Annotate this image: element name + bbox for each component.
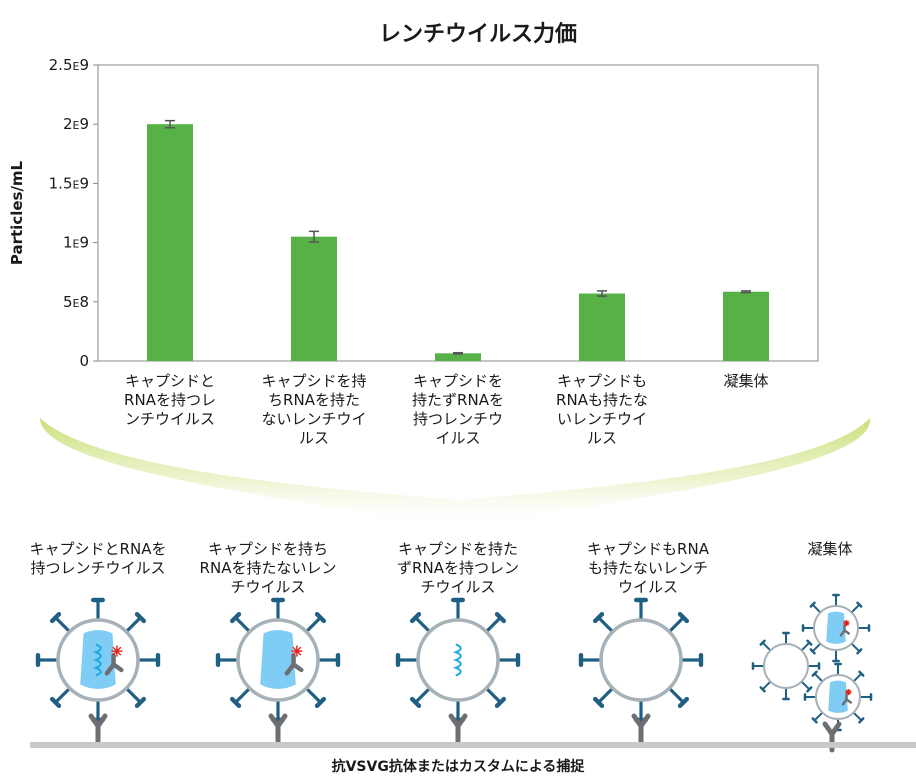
bar (147, 124, 193, 361)
spike-proteins (803, 662, 873, 732)
envelope (599, 618, 683, 702)
envelope (763, 643, 809, 689)
marker-star (845, 689, 852, 696)
y-tick-label: 5E8 (63, 293, 89, 311)
marker-star (111, 645, 123, 657)
bar (579, 293, 625, 361)
detection-antibody (839, 620, 851, 637)
spike-proteins (35, 597, 161, 723)
capture-label: 抗VSVG抗体またはカスタムによる捕捉 (331, 759, 585, 775)
detection-antibody (841, 689, 853, 706)
marker-star (291, 645, 303, 657)
capsid (828, 680, 848, 713)
bars-group (147, 119, 769, 361)
bar (435, 353, 481, 361)
virus-rna-only (395, 597, 521, 723)
spike-proteins (801, 593, 871, 663)
error-bar (453, 351, 463, 355)
virus-label-rna-only: キャプシドを持た ずRNAを持つレン チウイルス (397, 540, 519, 596)
chart-title: レンチウイルス力価 (378, 22, 577, 47)
spike-proteins (215, 597, 341, 723)
x-tick-label: キャプシドを持ちRNAを持たないレンチウイルス (261, 372, 366, 447)
spike-proteins (751, 631, 821, 701)
capture-antibody (631, 713, 651, 745)
error-bar (309, 230, 319, 243)
y-tick-label: 0 (79, 352, 89, 370)
bar (723, 291, 769, 361)
virus-capsid-only (215, 597, 341, 723)
capsid (826, 611, 846, 644)
capture-antibody (268, 713, 288, 745)
x-tick-label: キャプシドを持たずRNAを持つレンチウイルス (412, 372, 504, 447)
x-tick-labels: キャプシドと RNAを持つレンチウイルスキャプシドを持ちRNAを持たないレンチウイ… (124, 372, 768, 447)
y-axis-label: Particles/mL (8, 160, 26, 265)
error-bar (597, 290, 607, 297)
x-tick-label: キャプシドも RNAも持たないレンチウイルス (556, 372, 648, 447)
virus-label-capsid-only: キャプシドを持ち RNAを持たないレン チウイルス (199, 540, 337, 596)
detection-antibody (284, 645, 304, 676)
capture-antibody (88, 713, 108, 745)
capture-antibody (448, 713, 468, 745)
detection-antibody (104, 645, 124, 676)
aggregate-virus-bottom (803, 662, 873, 732)
error-bar (741, 290, 751, 294)
x-tick-label: キャプシドと RNAを持つレンチウイルス (124, 372, 216, 428)
virus-label-aggregate: 凝集体 (807, 540, 853, 558)
y-tick-label: 1.5E9 (49, 174, 89, 192)
plot-frame (97, 64, 819, 362)
error-bar (165, 119, 175, 129)
aggregate-virus-left (751, 631, 821, 701)
spike-proteins (395, 597, 521, 723)
y-tick-label: 2E9 (63, 115, 89, 133)
aggregate-virus-top (801, 593, 871, 663)
y-tick-label: 1E9 (63, 234, 89, 252)
virus-empty (578, 597, 704, 723)
capsid (260, 630, 296, 689)
y-tick-label: 2.5E9 (49, 56, 89, 74)
y-axis: 0 5E8 1E9 1.5E9 2E9 2.5E9 (49, 56, 98, 370)
funnel-shape (40, 418, 871, 528)
virus-label-empty: キャプシドもRNA も持たないレンチ ウイルス (587, 540, 709, 596)
bar (291, 236, 337, 361)
x-tick-label: 凝集体 (723, 372, 768, 390)
marker-star (843, 620, 850, 627)
spike-proteins (578, 597, 704, 723)
virus-full (35, 597, 161, 723)
virus-illustrations (35, 593, 873, 753)
rna-strand (93, 643, 102, 677)
rna-strand (453, 643, 462, 677)
capture-surface (30, 742, 916, 748)
virus-label-full: キャプシドとRNAを 持つレンチウイルス (29, 540, 167, 577)
